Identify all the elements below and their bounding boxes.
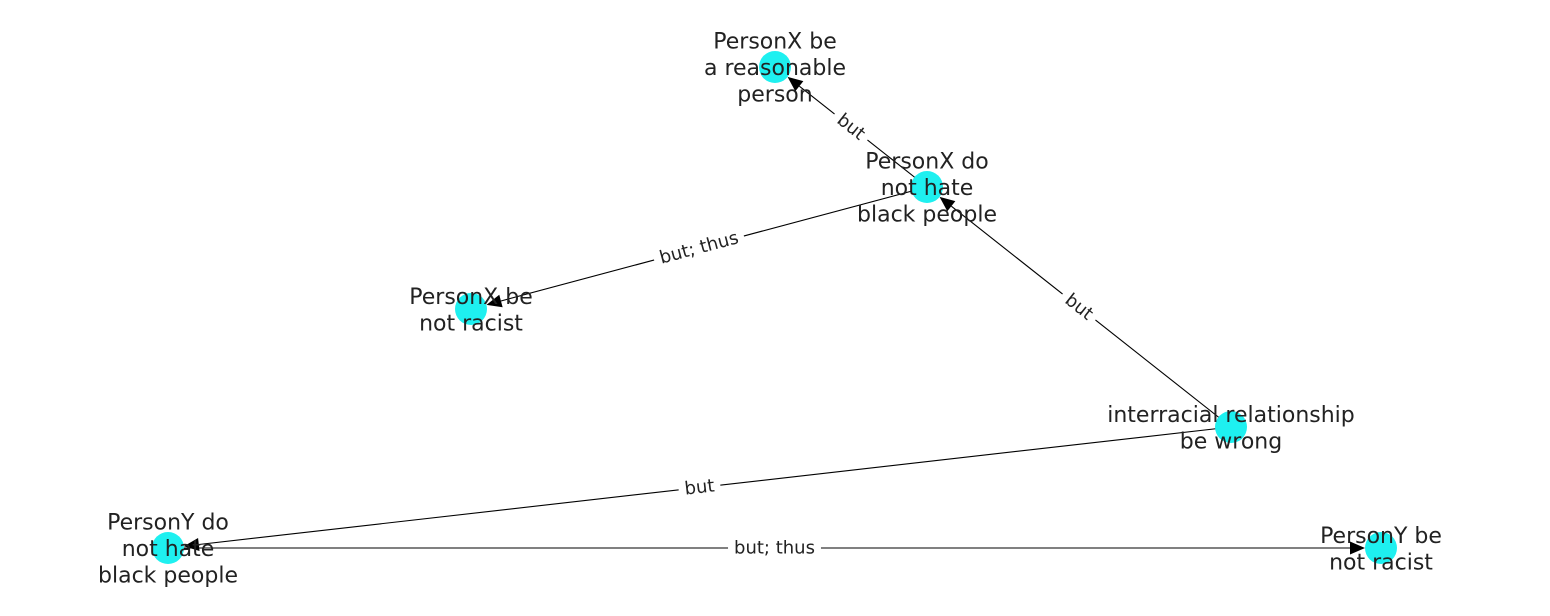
edge-label-group: but; thus (728, 537, 821, 559)
node-n2 (911, 171, 943, 203)
node-label-n6: PersonY be not racist (1320, 524, 1442, 576)
node-n3 (455, 293, 487, 325)
edge-labels-layer: but but; thus but but but; thus (651, 105, 1103, 559)
node-label-n5: PersonY do not hate black people (98, 511, 238, 589)
edge-label-background (651, 225, 747, 271)
node-label-line: PersonY be (1320, 524, 1442, 549)
node-n6 (1365, 532, 1397, 564)
node-label-n4: interracial relationship be wrong (1107, 403, 1355, 455)
arrow-head-n5-n6 (1350, 541, 1365, 555)
node-label-line: PersonY do (107, 511, 229, 536)
node-label-line: PersonX be (409, 285, 533, 310)
node-label-line: interracial relationship (1107, 403, 1355, 428)
edge-label-background (827, 105, 875, 149)
edge-label-group: but (1055, 285, 1103, 329)
node-label-line: not racist (419, 311, 523, 336)
node-label-line: be wrong (1180, 429, 1282, 454)
edge-label-group: but (827, 105, 875, 149)
node-label-n1: PersonX be a reasonable person (704, 30, 846, 108)
edge-label: but; thus (657, 227, 741, 268)
edge-label: but (683, 475, 715, 499)
node-label-line: black people (857, 203, 997, 228)
node-label-line: black people (98, 564, 238, 589)
node-label-line: not hate (122, 537, 215, 562)
arrow-head-n2-n1 (787, 76, 804, 92)
edge-label-background (728, 537, 821, 559)
node-label-line: PersonX do (865, 150, 988, 175)
nodes-layer (152, 51, 1397, 564)
node-label-line: person (737, 83, 812, 108)
node-label-line: not racist (1329, 550, 1433, 575)
node-label-line: not hate (881, 176, 974, 201)
node-label-line: PersonX be (713, 30, 837, 55)
arrow-head-n2-n3 (486, 294, 503, 308)
edges-layer (168, 76, 1365, 555)
edge-label-group: but (677, 474, 722, 501)
edge-label: but; thus (734, 538, 815, 559)
arrow-head-n4-n2 (939, 196, 956, 212)
node-n1 (759, 51, 791, 83)
node-n5 (152, 532, 184, 564)
node-n4 (1215, 411, 1247, 443)
edge-label-background (1055, 285, 1103, 329)
edge-label-background (677, 474, 722, 501)
node-label-n3: PersonX be not racist (409, 285, 533, 337)
node-label-line: a reasonable (704, 56, 846, 81)
edge-label-group: but; thus (651, 225, 747, 271)
node-label-n2: PersonX do not hate black people (857, 150, 997, 228)
